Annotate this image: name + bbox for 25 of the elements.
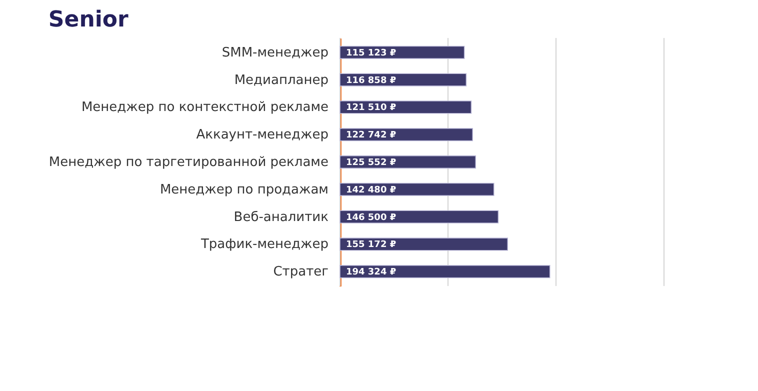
y-tick-label: Стратег — [273, 264, 329, 280]
data-label: 194 324 ₽ — [346, 268, 396, 278]
data-label: 155 172 ₽ — [346, 240, 396, 250]
data-label: 125 552 ₽ — [346, 158, 396, 168]
y-tick-label: Трафик-менеджер — [200, 237, 328, 252]
y-tick-label: Менеджер по таргетированной рекламе — [48, 155, 328, 170]
text: Senior — [48, 8, 129, 32]
bar — [340, 238, 508, 251]
data-label: 142 480 ₽ — [346, 185, 396, 196]
data-label: 115 123 ₽ — [346, 48, 396, 58]
y-tick-label: Аккаунт-менеджер — [196, 128, 328, 143]
bar — [340, 210, 499, 224]
y-tick-label: Веб-аналитик — [234, 210, 329, 225]
data-label: 122 742 ₽ — [346, 130, 396, 141]
data-label: 121 510 ₽ — [346, 103, 396, 114]
bar — [340, 182, 494, 196]
y-tick-label: Менеджер по продажам — [160, 182, 328, 198]
data-label: 146 500 ₽ — [346, 212, 396, 223]
data-label: 116 858 ₽ — [346, 76, 396, 86]
y-tick-label: SMM-менеджер — [222, 45, 328, 60]
bar — [340, 265, 550, 278]
bar — [340, 100, 472, 114]
y-tick-label: Медиапланер — [234, 72, 328, 88]
y-tick-label: Менеджер по контекстной рекламе — [81, 100, 328, 116]
bar — [340, 73, 467, 86]
